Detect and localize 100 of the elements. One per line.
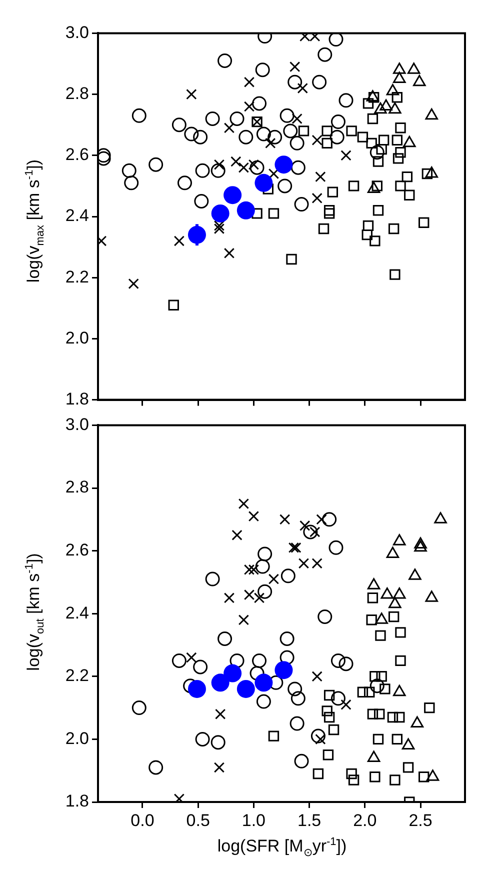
point — [288, 682, 302, 696]
point — [268, 130, 282, 144]
point — [188, 226, 206, 244]
point — [230, 111, 244, 126]
point — [414, 537, 427, 549]
point — [128, 278, 139, 290]
point — [252, 653, 267, 668]
y-tick-label: 2.4 — [65, 206, 89, 226]
point — [280, 650, 294, 665]
point — [148, 760, 164, 775]
point — [288, 74, 302, 90]
point — [210, 163, 226, 178]
point — [370, 772, 380, 782]
point — [370, 671, 380, 682]
point — [290, 61, 300, 72]
point — [388, 223, 400, 234]
x-tick-label: 0.5 — [186, 810, 210, 830]
point — [177, 176, 192, 190]
point — [318, 47, 332, 62]
point — [324, 205, 335, 216]
point — [422, 168, 433, 180]
point — [370, 145, 384, 160]
point — [374, 708, 385, 720]
point — [370, 236, 380, 246]
x-tick-label: 2.5 — [408, 810, 432, 830]
point — [367, 592, 378, 604]
y-tick-label: 2.0 — [65, 728, 89, 748]
point — [338, 93, 354, 108]
point — [280, 108, 294, 123]
point — [380, 588, 394, 599]
point — [280, 568, 296, 584]
point — [312, 134, 322, 146]
point — [290, 136, 304, 150]
point — [395, 147, 406, 158]
point — [254, 592, 265, 604]
point — [205, 572, 220, 586]
point — [372, 180, 382, 192]
point — [380, 684, 390, 694]
point — [298, 126, 310, 136]
point — [392, 153, 404, 164]
point — [348, 180, 360, 192]
y-tick-label: 1.8 — [65, 389, 89, 408]
point — [315, 171, 326, 182]
y-tick-label: 2.6 — [65, 540, 89, 560]
point — [367, 113, 378, 124]
point — [318, 609, 332, 624]
point — [322, 138, 332, 149]
point — [310, 33, 320, 42]
point — [372, 156, 384, 167]
point — [300, 520, 310, 532]
point — [230, 156, 242, 167]
point — [254, 674, 273, 692]
x-tick-label: 1.5 — [297, 810, 322, 830]
point — [250, 160, 264, 175]
point — [362, 98, 374, 109]
point — [394, 712, 405, 723]
point — [392, 734, 403, 745]
point — [375, 630, 386, 641]
point — [122, 163, 136, 178]
point — [324, 712, 335, 723]
point — [297, 82, 308, 94]
point — [290, 691, 306, 706]
point — [132, 108, 146, 123]
point — [148, 157, 164, 172]
point — [330, 114, 346, 130]
point — [184, 126, 199, 142]
point — [132, 700, 146, 716]
point — [224, 592, 235, 604]
point — [378, 134, 390, 146]
point — [388, 611, 400, 622]
point — [195, 163, 210, 178]
point — [238, 162, 250, 173]
point — [290, 716, 304, 731]
point — [278, 178, 292, 194]
point — [236, 680, 255, 698]
point — [214, 220, 225, 232]
y-tick-label: 2.4 — [65, 603, 89, 622]
point — [395, 655, 406, 666]
point — [238, 614, 250, 626]
point — [211, 674, 230, 692]
point — [322, 706, 332, 716]
point — [340, 150, 352, 161]
point — [322, 512, 337, 527]
point — [328, 540, 344, 555]
point — [318, 223, 330, 234]
point — [250, 666, 264, 681]
point — [324, 208, 335, 219]
point — [252, 208, 262, 219]
point — [218, 631, 232, 646]
point — [330, 653, 346, 668]
point — [310, 728, 326, 744]
point — [330, 130, 344, 144]
point — [255, 62, 270, 78]
point — [248, 510, 260, 522]
point — [418, 772, 430, 782]
point — [288, 542, 300, 554]
point — [395, 180, 406, 192]
point — [330, 691, 346, 706]
point — [338, 656, 354, 672]
point — [210, 735, 226, 750]
